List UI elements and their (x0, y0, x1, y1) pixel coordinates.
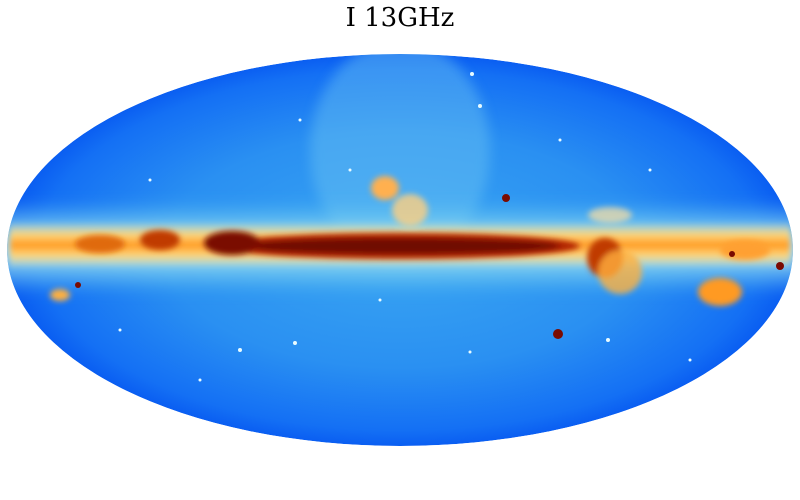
point-sources (75, 194, 784, 339)
bright-spots (118, 72, 692, 382)
mollweide-projection (7, 54, 793, 446)
plane-core (50, 176, 770, 306)
map-title: I 13GHz (346, 3, 455, 33)
